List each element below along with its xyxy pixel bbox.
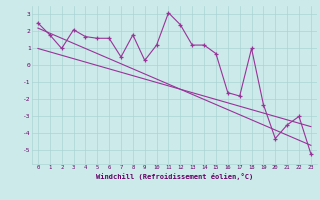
X-axis label: Windchill (Refroidissement éolien,°C): Windchill (Refroidissement éolien,°C): [96, 173, 253, 180]
